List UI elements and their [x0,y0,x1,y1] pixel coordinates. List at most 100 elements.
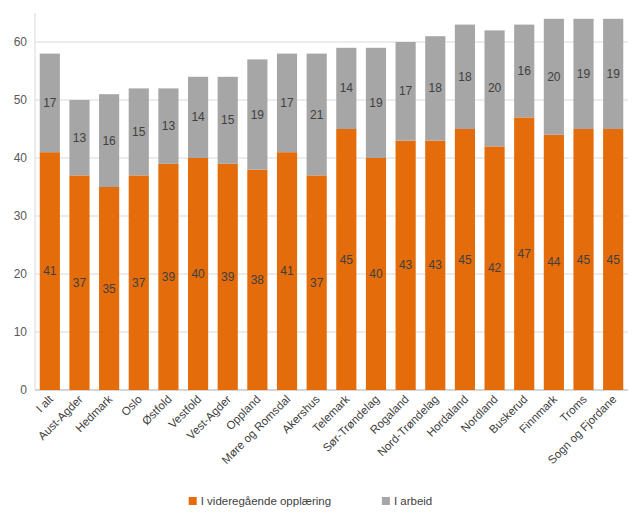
data-label: 45 [577,253,591,267]
data-label: 45 [340,253,354,267]
bar [455,25,475,129]
data-label: 41 [43,264,57,278]
bar [544,135,564,390]
data-label: 37 [73,276,87,290]
data-label: 42 [488,261,502,275]
bar [307,54,327,176]
data-label: 21 [310,108,324,122]
grid-line [35,332,628,333]
legend-swatch [382,497,390,505]
y-tick-label: 60 [14,35,28,49]
bar [514,25,534,118]
bar [484,30,504,146]
data-label: 45 [606,253,620,267]
bar [158,164,178,390]
bar [188,158,208,390]
data-label: 17 [43,96,57,110]
data-label: 35 [102,282,116,296]
data-label: 18 [429,81,443,95]
data-label: 15 [221,113,235,127]
bar [514,117,534,390]
data-label: 13 [162,119,176,133]
data-label: 14 [340,81,354,95]
grid-line [35,42,628,43]
y-tick-label: 40 [14,151,28,165]
bar [336,129,356,390]
data-label: 15 [132,125,146,139]
x-tick-label: I alt [34,392,56,414]
legend-label: I videregående opplæring [201,495,331,507]
data-label: 13 [73,131,87,145]
bar [396,141,416,390]
legend: I videregående opplæring I arbeid [189,495,433,507]
legend-label: I arbeid [394,495,432,507]
bar [129,175,149,390]
y-tick-label: 50 [14,93,28,107]
data-label: 17 [399,84,413,98]
bar [69,100,89,175]
data-label: 47 [518,247,532,261]
x-tick-label: Finnmark [517,393,560,436]
x-tick-label: Oslo [119,393,144,418]
data-label: 37 [132,276,146,290]
data-label: 41 [280,264,294,278]
data-label: 16 [518,64,532,78]
grid-line [35,216,628,217]
data-label: 19 [369,96,383,110]
data-label: 19 [606,67,620,81]
legend-swatch [189,497,197,505]
bar [336,48,356,129]
grid-line [35,158,628,159]
data-label: 20 [547,70,561,84]
data-label: 45 [458,253,472,267]
x-tick-label: Vest-Agder [184,393,233,442]
bars [40,19,624,390]
bar [425,141,445,390]
data-label: 19 [577,67,591,81]
bar [396,42,416,141]
bar [40,152,60,390]
bar [40,54,60,153]
bar [603,19,623,129]
bar [277,54,297,153]
bar [366,48,386,158]
bar [188,77,208,158]
x-tick-label: Sogn og Fjordane [545,393,618,466]
y-axis-line [35,13,36,390]
bar [366,158,386,390]
x-axis-line [35,390,628,391]
data-label: 38 [251,273,265,287]
bar [544,19,564,135]
data-label: 17 [280,96,294,110]
bar [573,19,593,129]
data-label: 40 [191,267,205,281]
data-label: 18 [458,70,472,84]
data-labels: 4137353739403938413745404343454247444545… [43,64,620,296]
bar [158,88,178,163]
y-tick-label: 10 [14,325,28,339]
data-label: 43 [429,258,443,272]
bar [277,152,297,390]
bar [603,129,623,390]
data-label: 19 [251,108,265,122]
bar [425,36,445,140]
y-tick-label: 0 [20,383,27,397]
x-tick-label: Aust-Agder [36,393,85,442]
grid-line [35,100,628,101]
bar [99,94,119,187]
data-label: 40 [369,267,383,281]
data-label: 16 [102,134,116,148]
bar [484,146,504,390]
bar [218,164,238,390]
data-label: 39 [221,270,235,284]
bar [247,59,267,169]
bar [129,88,149,175]
bar [218,77,238,164]
bar [455,129,475,390]
chart: 0102030405060413735373940393841374540434… [0,0,635,523]
data-label: 14 [191,110,205,124]
grid-line [35,390,628,391]
data-label: 39 [162,270,176,284]
bar [307,175,327,390]
x-tick-label: Hedmark [73,393,115,435]
